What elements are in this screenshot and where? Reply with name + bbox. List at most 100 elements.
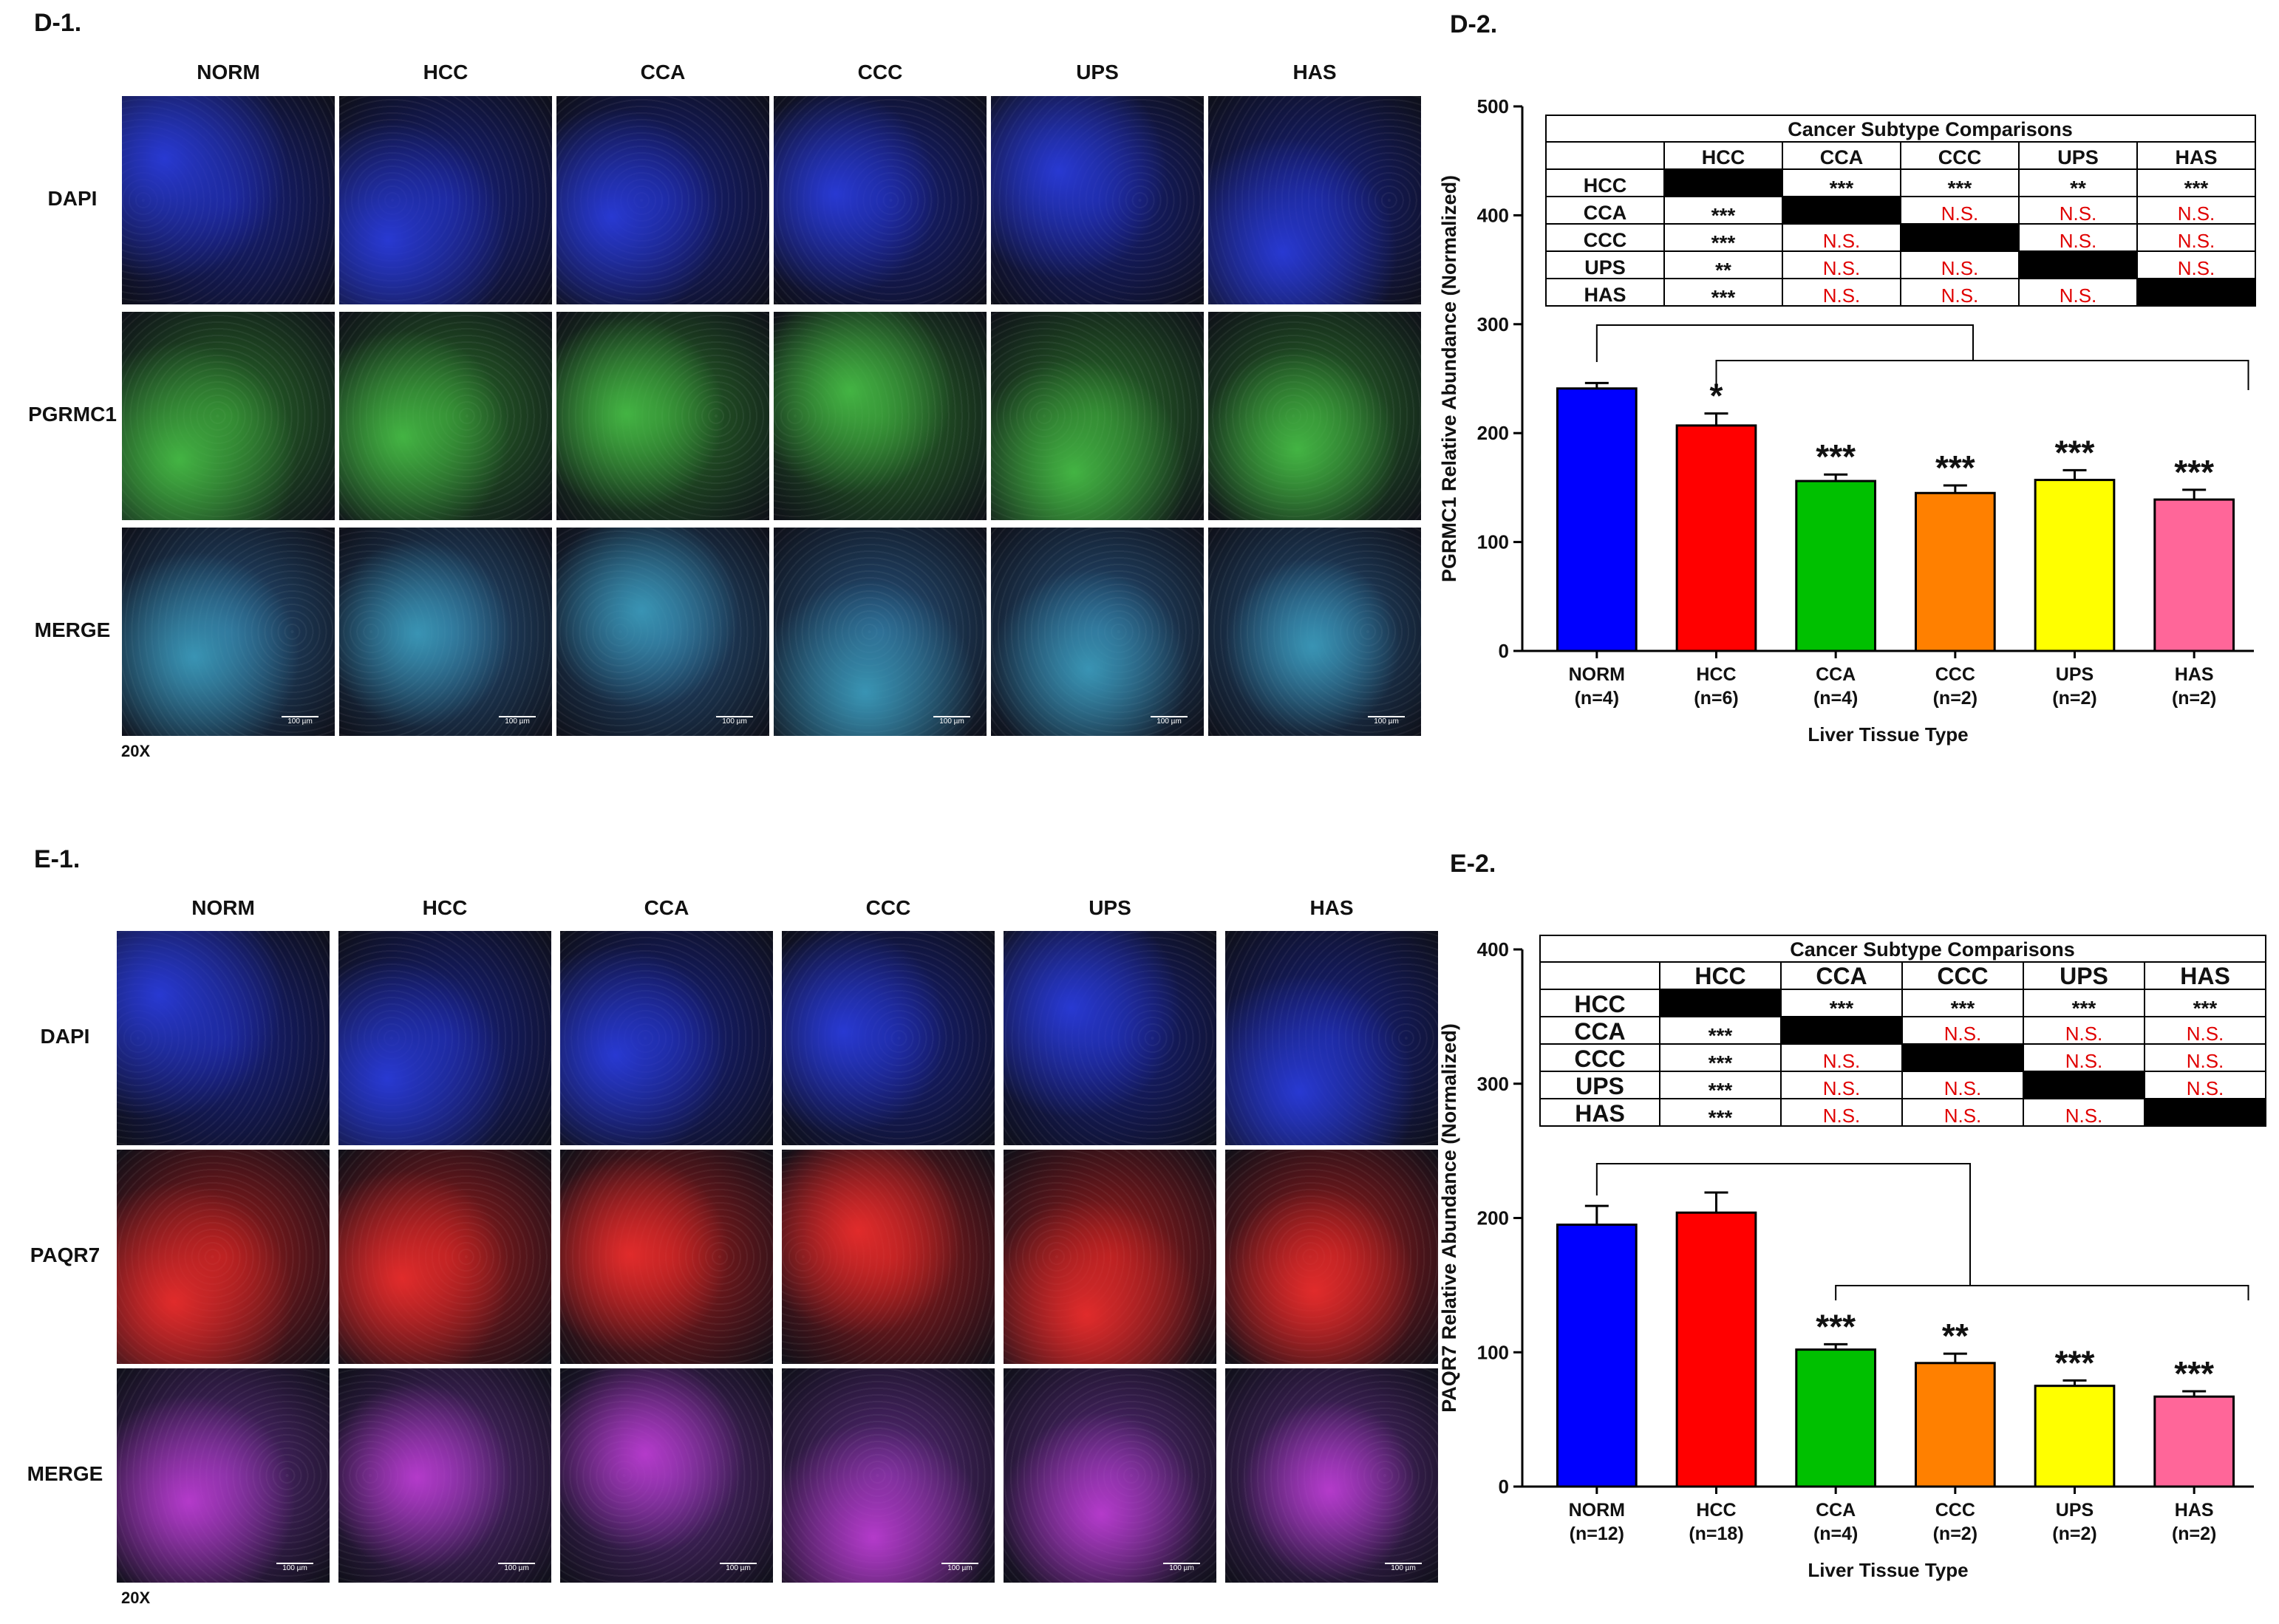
x-tick-n-hcc: (n=6) [1694,688,1738,709]
micrograph-pgrmc1-has [1208,312,1421,520]
table-diagonal-cell [1660,989,1781,1017]
table-cell: N.S. [1823,284,1861,307]
y-tick-label: 400 [1477,204,1509,226]
table-row-header: CCA [1574,1018,1625,1045]
micrograph-paqr7-ccc [782,1150,995,1364]
bar-ups [2034,1385,2116,1488]
scale-bar: 100 µm [1385,1563,1422,1572]
scale-bar: 100 µm [276,1563,313,1572]
bar-cca [1795,480,1877,652]
column-header-ccc: CCC [857,61,903,83]
table-cell: *** [1709,1024,1733,1047]
y-tick-label: 400 [1477,938,1509,961]
panel-label-e2: E-2. [1450,850,1496,878]
table-cell: *** [2193,997,2218,1020]
scale-bar: 100 µm [282,716,318,726]
column-header-hcc: HCC [423,61,469,83]
scale-bar: 100 µm [498,1563,535,1572]
x-tick-n-ups: (n=2) [2052,688,2096,709]
table-title: Cancer Subtype Comparisons [1788,118,2073,140]
micrograph-dapi-has [1225,931,1438,1145]
column-header-ccc: CCC [865,896,911,919]
bar-has [2153,1395,2235,1488]
micrograph-merge-ups: 100 µm [1004,1368,1216,1583]
micrograph-paqr7-norm [117,1150,330,1364]
x-tick-label-ups: UPS [2056,664,2094,685]
x-tick-n-has: (n=2) [2172,688,2216,709]
table-cell: N.S. [2060,202,2097,225]
x-tick-n-cca: (n=4) [1813,688,1858,709]
table-cell: *** [1711,204,1736,227]
micrograph-pgrmc1-ups [991,312,1204,520]
micrograph-pgrmc1-hcc [339,312,552,520]
x-tick-n-norm: (n=12) [1570,1524,1624,1544]
scale-bar: 100 µm [1163,1563,1200,1572]
y-tick-label: 0 [1499,1475,1509,1498]
panel-label-e1: E-1. [34,845,81,873]
column-header-has: HAS [1309,896,1354,919]
table-row-header: HCC [1584,174,1627,197]
x-tick-n-ups: (n=2) [2052,1524,2096,1544]
table-cell: *** [1709,1051,1733,1074]
x-tick-n-norm: (n=4) [1575,688,1619,709]
x-tick-n-ccc: (n=2) [1933,1524,1977,1544]
x-tick-label-hcc: HCC [1696,664,1736,685]
row-header-paqr7: PAQR7 [30,1243,101,1266]
table-cell: *** [1709,1106,1733,1129]
scale-bar: 100 µm [720,1563,757,1572]
x-tick-label-ccc: CCC [1935,1500,1975,1521]
micrograph-paqr7-hcc [338,1150,551,1364]
table-cell: N.S. [2065,1023,2103,1045]
bar-ccc [1914,491,1996,652]
micrograph-dapi-norm [117,931,330,1145]
micrograph-merge-has: 100 µm [1208,528,1421,736]
panel-label-d1: D-1. [34,9,82,37]
table-diagonal-cell [1901,224,2019,251]
d2-bar-chart: 0 100 200 300 400 500 PGRMC1 Relative Abundanc… [1438,95,2256,746]
micrograph-dapi-has [1208,96,1421,304]
comparison-bracket [1595,1163,2249,1300]
x-tick-label-has: HAS [2175,664,2214,685]
table-cell: N.S. [1823,230,1861,252]
row-header-dapi: DAPI [40,1025,90,1048]
column-header-cca: CCA [644,896,689,919]
x-tick-label-cca: CCA [1816,664,1856,685]
table-cell: N.S. [1944,1023,1982,1045]
scale-bar: 100 µm [1368,716,1405,726]
micrograph-merge-hcc: 100 µm [339,528,552,736]
bar-hcc [1675,424,1757,652]
table-col-header: HCC [1694,963,1745,989]
table-cell: *** [2184,177,2209,199]
micrograph-paqr7-cca [560,1150,773,1364]
table-cell: N.S. [1941,284,1979,307]
micrograph-merge-cca: 100 µm [560,1368,773,1583]
micrograph-merge-norm: 100 µm [122,528,335,736]
table-col-header: CCC [1937,963,1988,989]
micrograph-dapi-hcc [338,931,551,1145]
significance-ups: *** [2055,1343,2095,1382]
significance-ccc: ** [1942,1317,1969,1355]
table-col-header: CCA [1820,146,1864,168]
bar-has [2153,498,2235,652]
table-cell: N.S. [2187,1023,2224,1045]
table-cell: N.S. [1941,202,1979,225]
x-tick-n-has: (n=2) [2172,1524,2216,1544]
table-cell: N.S. [2060,230,2097,252]
micrograph-merge-hcc: 100 µm [338,1368,551,1583]
table-diagonal-cell [2019,251,2137,279]
scale-bar: 100 µm [1151,716,1188,726]
y-tick-label: 200 [1477,1207,1509,1229]
scale-bar: 100 µm [941,1563,978,1572]
significance-has: *** [2174,453,2214,491]
micrograph-pgrmc1-norm [122,312,335,520]
table-cell: N.S. [2065,1050,2103,1072]
table-cell: *** [1709,1079,1733,1102]
e2-bar-chart: 0 100 200 300 400 PAQR7 Relative Abundance (N… [1438,935,2266,1581]
table-col-header: UPS [2060,963,2108,989]
table-cell: *** [1951,997,1975,1020]
x-tick-label-cca: CCA [1816,1500,1856,1521]
panel-label-d2: D-2. [1450,10,1498,38]
x-tick-label-norm: NORM [1569,1500,1625,1521]
table-cell: *** [1711,286,1736,309]
table-cell: *** [1948,177,1972,199]
